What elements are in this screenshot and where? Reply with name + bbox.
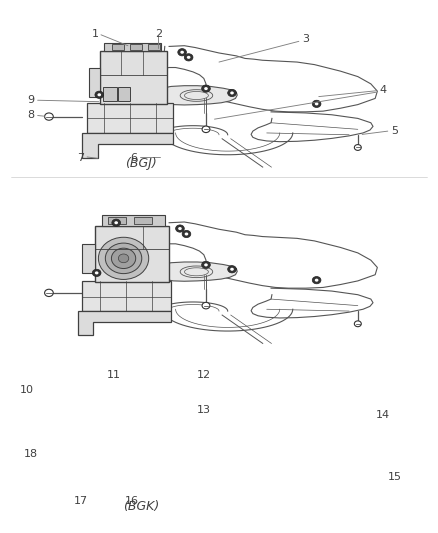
Text: 4: 4 (379, 85, 387, 95)
Circle shape (118, 254, 129, 263)
Polygon shape (108, 217, 126, 224)
Circle shape (185, 232, 188, 236)
Circle shape (45, 113, 53, 120)
Circle shape (111, 248, 136, 269)
Circle shape (97, 93, 101, 96)
Polygon shape (148, 44, 160, 50)
Circle shape (315, 279, 318, 282)
Polygon shape (130, 44, 142, 50)
Polygon shape (95, 225, 169, 282)
Polygon shape (134, 217, 152, 224)
Text: (BGK): (BGK) (123, 500, 159, 513)
Circle shape (95, 271, 99, 274)
Circle shape (312, 277, 321, 284)
Polygon shape (155, 86, 237, 105)
Text: 16: 16 (125, 496, 139, 506)
Text: 14: 14 (376, 410, 390, 421)
Polygon shape (82, 281, 171, 311)
Circle shape (202, 126, 210, 133)
Circle shape (230, 92, 234, 94)
Text: 13: 13 (197, 405, 211, 415)
Circle shape (176, 225, 184, 232)
Polygon shape (104, 43, 161, 51)
Text: 15: 15 (388, 472, 402, 482)
Circle shape (180, 51, 184, 54)
Circle shape (112, 219, 120, 227)
Polygon shape (103, 87, 117, 101)
Circle shape (201, 85, 210, 92)
Circle shape (315, 102, 318, 106)
Text: 6: 6 (131, 152, 138, 163)
Circle shape (204, 263, 208, 266)
Text: 2: 2 (155, 29, 162, 39)
Polygon shape (78, 311, 171, 335)
Text: 3: 3 (302, 34, 309, 44)
Circle shape (178, 49, 187, 56)
Circle shape (187, 56, 191, 59)
Polygon shape (100, 51, 167, 104)
Polygon shape (112, 44, 124, 50)
Polygon shape (87, 103, 173, 133)
Circle shape (114, 221, 118, 224)
Polygon shape (89, 68, 100, 96)
Polygon shape (82, 244, 95, 273)
Text: 12: 12 (197, 370, 211, 381)
Text: 18: 18 (24, 449, 38, 459)
Circle shape (354, 144, 361, 150)
Circle shape (92, 269, 101, 277)
Circle shape (354, 321, 361, 327)
Circle shape (178, 227, 182, 230)
Circle shape (202, 302, 210, 309)
Circle shape (105, 243, 142, 273)
Circle shape (99, 237, 149, 279)
Circle shape (228, 265, 237, 273)
Text: 1: 1 (92, 29, 99, 39)
Text: (BGJ): (BGJ) (125, 157, 157, 171)
Circle shape (95, 91, 104, 99)
Polygon shape (102, 215, 165, 225)
Circle shape (45, 289, 53, 296)
Circle shape (312, 100, 321, 108)
Circle shape (201, 261, 210, 269)
Text: 11: 11 (106, 370, 120, 381)
Circle shape (230, 268, 234, 271)
Text: 7: 7 (77, 152, 84, 163)
Text: 8: 8 (27, 110, 34, 120)
Text: 17: 17 (74, 496, 88, 506)
Text: 9: 9 (27, 94, 34, 104)
Polygon shape (82, 133, 173, 158)
Polygon shape (155, 262, 237, 281)
Text: 10: 10 (20, 385, 34, 395)
Circle shape (182, 230, 191, 238)
Circle shape (228, 90, 237, 96)
Circle shape (204, 87, 208, 90)
Circle shape (184, 54, 193, 61)
Text: 5: 5 (391, 126, 398, 136)
Polygon shape (118, 87, 131, 101)
